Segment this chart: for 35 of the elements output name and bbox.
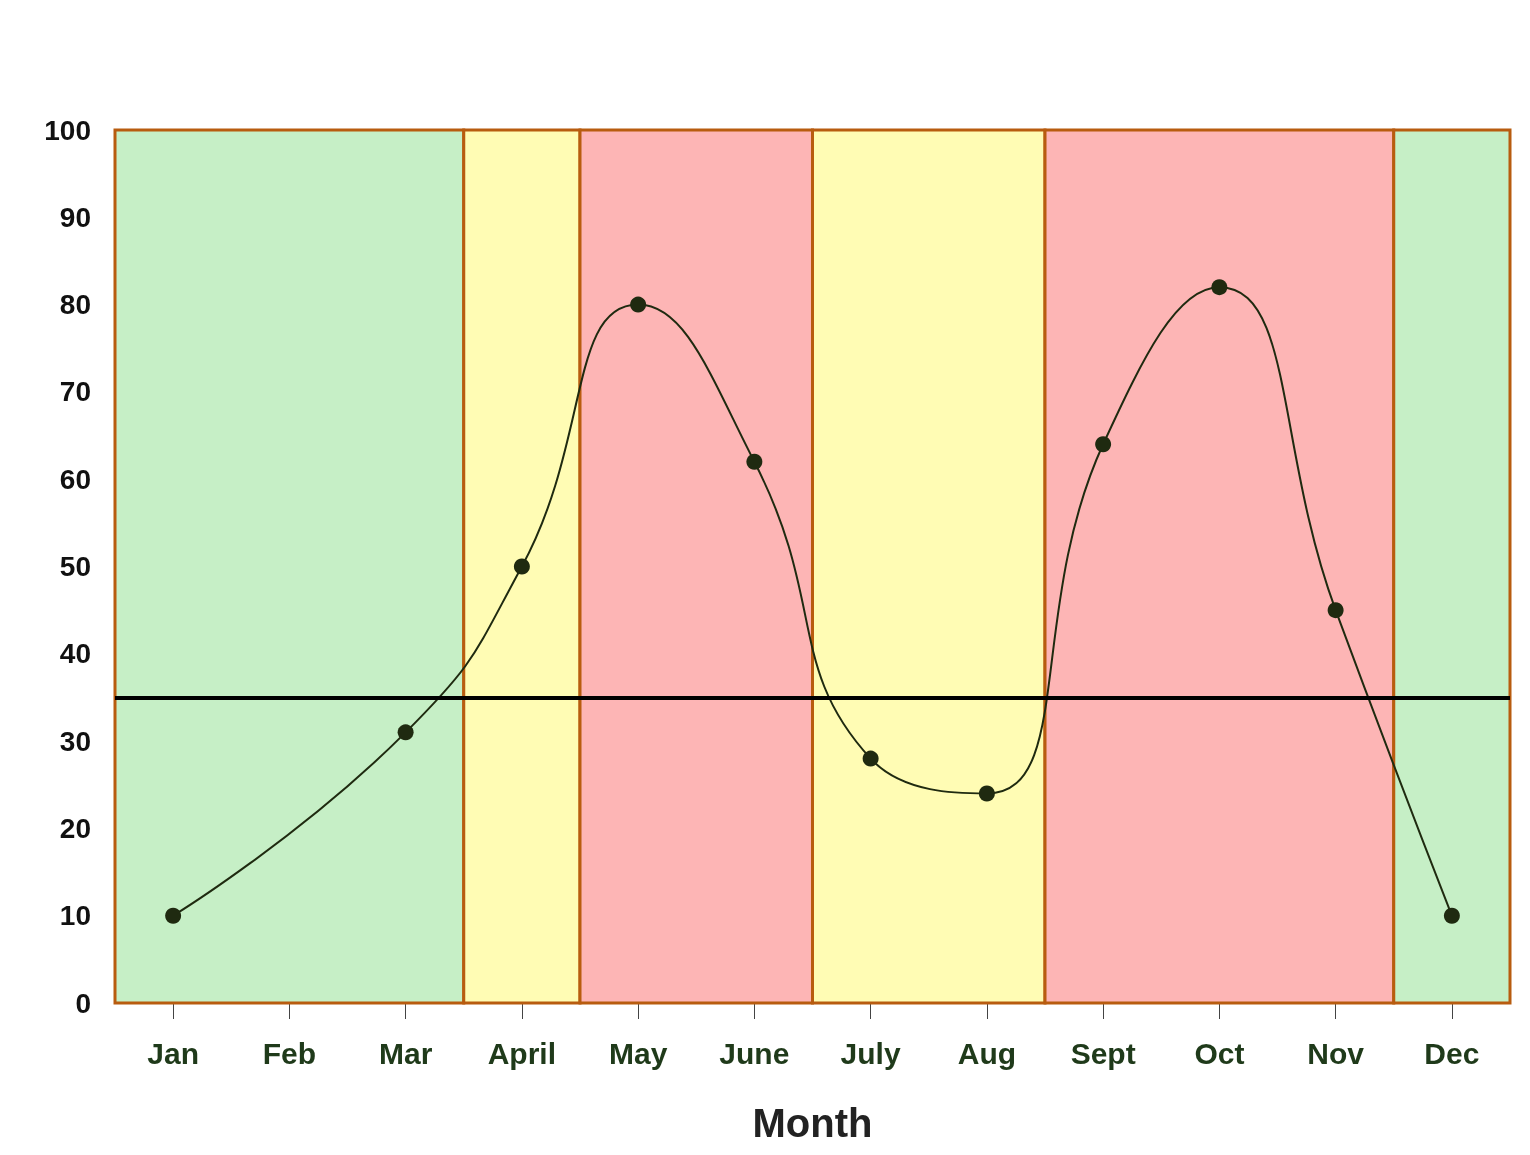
point [397, 724, 414, 741]
y-tick-label: 70 [59, 376, 91, 408]
x-tick-label: Oct [1194, 1036, 1245, 1070]
y-tick-label: 0 [75, 987, 91, 1019]
point [165, 907, 182, 924]
x-tick-label: Mar [378, 1036, 433, 1070]
x-tick-label: April [487, 1036, 557, 1070]
x-axis-title: Month [752, 1101, 873, 1145]
x-tick-label: Nov [1307, 1036, 1365, 1070]
y-tick-label: 20 [59, 812, 91, 844]
y-tick-label: 50 [59, 551, 91, 582]
x-tick-label: Dec [1424, 1036, 1480, 1070]
point [1211, 279, 1228, 296]
y-tick-label: 40 [59, 638, 91, 670]
x-tick-label: Sept [1070, 1036, 1136, 1070]
x-tick-label: June [719, 1036, 790, 1070]
point [1443, 907, 1460, 924]
point [1095, 436, 1112, 453]
y-tick-label: 30 [59, 725, 91, 757]
y-tick-label: 90 [59, 201, 91, 233]
x-tick-label: July [840, 1036, 901, 1070]
x-tick-label: Aug [957, 1036, 1017, 1070]
y-tick-label: 100 [44, 114, 91, 146]
x-tick-label: Jan [147, 1036, 199, 1070]
x-tick-label: May [608, 1036, 668, 1070]
point [862, 750, 879, 767]
y-tick-label: 10 [59, 900, 91, 932]
y-tick-label: 80 [59, 289, 91, 321]
x-tick-label: Feb [262, 1036, 317, 1070]
point [978, 785, 995, 802]
point [1327, 602, 1344, 619]
point [746, 453, 763, 470]
point [513, 558, 530, 575]
y-tick-label: 60 [59, 463, 91, 495]
point [630, 296, 647, 313]
